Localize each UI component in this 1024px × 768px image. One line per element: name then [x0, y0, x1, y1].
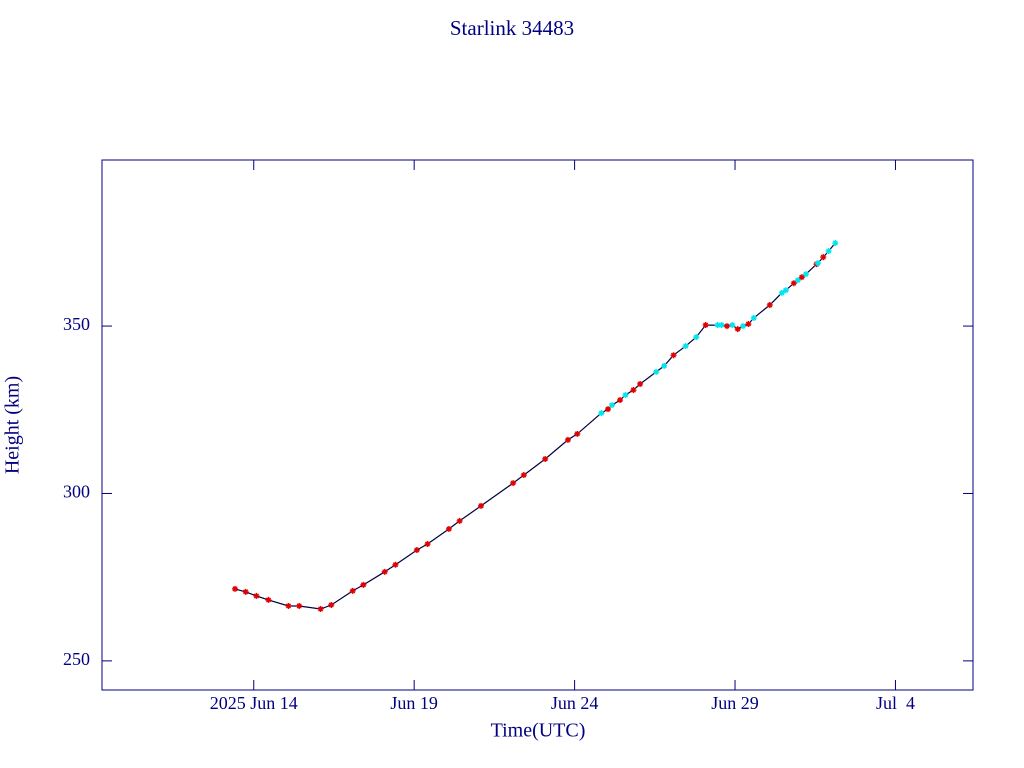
data-point	[542, 455, 549, 462]
data-point	[285, 602, 292, 609]
data-point	[790, 280, 797, 287]
data-point	[520, 472, 527, 479]
data-point	[714, 322, 721, 329]
data-point	[637, 380, 644, 387]
data-point	[445, 525, 452, 532]
data-point	[564, 436, 571, 443]
data-point	[609, 402, 616, 409]
data-point	[328, 601, 335, 608]
data-point	[253, 592, 260, 599]
series-line	[234, 242, 836, 610]
x-tick-label: Jun 19	[390, 693, 438, 713]
data-point	[661, 362, 668, 369]
y-axis-label: Height (km)	[2, 376, 24, 474]
data-point	[825, 248, 832, 255]
data-point	[617, 397, 624, 404]
plot-frame	[101, 159, 974, 691]
data-point	[693, 334, 700, 341]
data-point	[718, 322, 725, 329]
data-point	[724, 323, 731, 330]
data-point	[794, 277, 801, 284]
data-point	[740, 323, 747, 330]
x-tick-label: Jun 24	[551, 693, 599, 713]
y-tick-label: 250	[63, 649, 90, 669]
data-point	[802, 271, 809, 278]
data-point	[778, 289, 785, 296]
y-tick-label: 350	[63, 314, 90, 334]
data-point	[392, 561, 399, 568]
data-point	[242, 588, 249, 595]
x-tick-label: Jul 4	[876, 693, 915, 713]
data-point	[832, 240, 839, 247]
data-point	[766, 301, 773, 308]
x-tick-label: 2025 Jun 14	[210, 693, 298, 713]
x-tick-label: Jun 29	[711, 693, 759, 713]
data-point	[510, 480, 517, 487]
data-point	[598, 410, 605, 417]
data-point	[734, 326, 741, 333]
data-point	[622, 392, 629, 399]
data-point	[478, 502, 485, 509]
data-point	[729, 322, 736, 329]
data-point	[782, 287, 789, 294]
data-point	[750, 315, 757, 322]
data-point	[682, 343, 689, 350]
x-axis-label: Time(UTC)	[491, 720, 586, 742]
data-point	[820, 254, 827, 261]
chart-title: Starlink 34483	[450, 16, 574, 40]
data-point	[349, 587, 356, 594]
data-point	[424, 541, 431, 548]
data-point	[798, 274, 805, 281]
data-point	[296, 602, 303, 609]
data-point	[605, 406, 612, 413]
data-point	[670, 352, 677, 359]
data-point	[317, 605, 324, 612]
data-point	[814, 260, 821, 267]
data-point	[456, 517, 463, 524]
data-point	[574, 430, 581, 437]
data-point	[381, 568, 388, 575]
data-point	[630, 387, 637, 394]
data-point	[265, 596, 272, 603]
data-point	[702, 322, 709, 329]
data-point	[232, 585, 239, 592]
data-point	[745, 321, 752, 328]
data-point	[360, 581, 367, 588]
data-point	[413, 547, 420, 554]
data-point	[653, 368, 660, 375]
y-tick-label: 300	[63, 482, 90, 502]
